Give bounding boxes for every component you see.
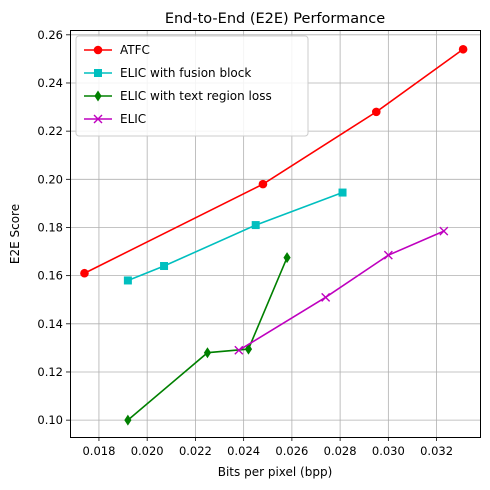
x-axis-ticks: 0.018 0.020 0.022 0.024 0.026 0.028 0.030 0.032 xyxy=(82,437,453,458)
data-point xyxy=(258,179,268,189)
legend-label: ATFC xyxy=(120,43,150,57)
legend-label: ELIC xyxy=(120,112,146,126)
data-point xyxy=(251,221,260,230)
legend: ATFC ELIC with fusion block ELIC with text… xyxy=(75,35,309,137)
legend-item: ELIC with fusion block xyxy=(84,66,251,80)
data-point xyxy=(160,262,169,271)
series-atfc xyxy=(80,44,468,278)
y-tick-label: 0.18 xyxy=(37,220,63,234)
x-tick-label: 0.022 xyxy=(179,444,212,458)
data-point xyxy=(371,107,381,117)
series-layer xyxy=(80,44,468,426)
y-tick-label: 0.22 xyxy=(37,124,63,138)
data-point xyxy=(123,276,132,285)
series-elic-with-text-region-loss xyxy=(124,252,291,426)
legend-item: ELIC with text region loss xyxy=(84,89,272,103)
legend-item: ATFC xyxy=(84,43,150,57)
data-point xyxy=(234,345,244,355)
legend-swatch-marker xyxy=(94,69,102,77)
y-tick-label: 0.14 xyxy=(37,317,63,331)
legend-item: ELIC xyxy=(84,112,146,126)
data-point xyxy=(458,44,468,54)
chart-title: End-to-End (E2E) Performance xyxy=(165,11,385,27)
legend-box xyxy=(75,35,309,137)
x-tick-label: 0.026 xyxy=(275,444,308,458)
series-elic xyxy=(234,226,449,355)
data-point xyxy=(383,250,393,260)
legend-label: ELIC with text region loss xyxy=(120,89,272,103)
data-point xyxy=(80,268,89,278)
plot-frame xyxy=(70,30,481,438)
y-tick-label: 0.16 xyxy=(37,269,63,283)
x-tick-label: 0.018 xyxy=(82,444,115,458)
data-point xyxy=(321,292,331,302)
marker-stroke xyxy=(439,226,449,236)
x-tick-label: 0.028 xyxy=(324,444,357,458)
data-point xyxy=(338,188,347,197)
y-axis-ticks: 0.10 0.12 0.14 0.16 0.18 0.20 0.22 0.24 0.26 xyxy=(37,28,70,427)
data-point xyxy=(283,252,291,264)
x-tick-label: 0.030 xyxy=(372,444,405,458)
x-axis-label: Bits per pixel (bpp) xyxy=(218,465,333,479)
x-tick-label: 0.024 xyxy=(227,444,260,458)
marker-stroke xyxy=(93,114,103,124)
legend-swatch-marker xyxy=(94,90,102,102)
legend-swatch-marker xyxy=(93,114,103,124)
legend-label: ELIC with fusion block xyxy=(120,66,251,80)
series-line xyxy=(84,48,464,274)
series-elic-with-fusion-block xyxy=(123,188,347,285)
y-tick-label: 0.24 xyxy=(37,76,63,90)
y-axis-label: E2E Score xyxy=(8,204,22,264)
series-line xyxy=(127,257,288,421)
marker-stroke xyxy=(383,250,393,260)
data-point xyxy=(439,226,449,236)
legend-swatch-marker xyxy=(93,45,103,55)
data-point xyxy=(124,414,132,426)
marker-stroke xyxy=(234,345,244,355)
x-tick-label: 0.020 xyxy=(131,444,164,458)
series-line xyxy=(238,230,445,351)
y-tick-label: 0.12 xyxy=(37,365,63,379)
y-tick-label: 0.26 xyxy=(37,28,63,42)
y-tick-label: 0.10 xyxy=(37,413,63,427)
series-line xyxy=(127,191,343,282)
data-point xyxy=(203,347,212,359)
x-tick-label: 0.032 xyxy=(420,444,453,458)
marker-stroke xyxy=(321,292,331,302)
y-tick-label: 0.20 xyxy=(37,172,63,186)
